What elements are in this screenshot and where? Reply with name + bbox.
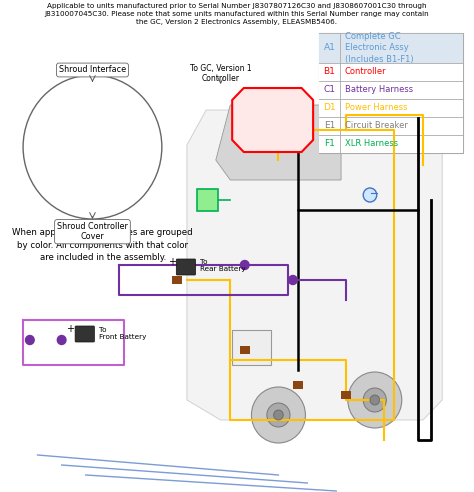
Text: To GC, Version 1
Controller: To GC, Version 1 Controller — [190, 64, 251, 84]
Text: XLR Harness: XLR Harness — [345, 140, 398, 149]
Text: A1: A1 — [324, 43, 336, 53]
Text: Shroud Interface: Shroud Interface — [59, 65, 126, 74]
FancyBboxPatch shape — [319, 81, 464, 99]
Polygon shape — [232, 88, 313, 152]
Circle shape — [363, 188, 377, 202]
Circle shape — [251, 387, 305, 443]
Text: Shroud Controller
Cover: Shroud Controller Cover — [57, 222, 128, 242]
Circle shape — [240, 260, 249, 270]
Text: To
Front Battery: To Front Battery — [99, 327, 146, 339]
Text: Controller: Controller — [345, 67, 386, 76]
Circle shape — [370, 395, 380, 405]
FancyBboxPatch shape — [176, 259, 196, 275]
Text: When applicable, assemblies are grouped
by color. All components with that color: When applicable, assemblies are grouped … — [12, 228, 193, 262]
Text: B1: B1 — [324, 67, 336, 76]
Circle shape — [289, 276, 297, 284]
FancyBboxPatch shape — [240, 346, 249, 354]
Text: Circuit Breaker: Circuit Breaker — [345, 122, 408, 130]
Text: +: + — [66, 324, 74, 334]
FancyBboxPatch shape — [319, 99, 464, 117]
FancyBboxPatch shape — [232, 330, 271, 365]
FancyBboxPatch shape — [319, 63, 464, 81]
FancyBboxPatch shape — [319, 117, 464, 135]
Text: E1: E1 — [324, 122, 335, 130]
Circle shape — [363, 388, 386, 412]
Circle shape — [57, 336, 66, 344]
FancyBboxPatch shape — [319, 135, 464, 153]
Text: Power Harness: Power Harness — [345, 103, 408, 113]
FancyBboxPatch shape — [319, 33, 464, 153]
Circle shape — [182, 260, 191, 270]
FancyBboxPatch shape — [75, 326, 94, 342]
Text: C1: C1 — [323, 86, 336, 94]
Text: Battery Harness: Battery Harness — [345, 86, 413, 94]
Text: Applicable to units manufactured prior to Serial Number J8307807126C30 and J8308: Applicable to units manufactured prior t… — [45, 3, 429, 25]
Circle shape — [273, 410, 283, 420]
FancyBboxPatch shape — [293, 381, 302, 389]
FancyBboxPatch shape — [341, 391, 351, 399]
Text: F1: F1 — [324, 140, 335, 149]
Text: Complete GC
Electronic Assy
(Includes B1-F1): Complete GC Electronic Assy (Includes B1… — [345, 32, 413, 63]
Text: +: + — [168, 257, 176, 267]
Polygon shape — [216, 105, 341, 180]
FancyBboxPatch shape — [197, 189, 218, 211]
Polygon shape — [187, 110, 442, 420]
FancyBboxPatch shape — [319, 33, 464, 63]
Circle shape — [26, 336, 34, 344]
Circle shape — [267, 403, 290, 427]
Circle shape — [348, 372, 402, 428]
Text: To
Rear Battery: To Rear Battery — [201, 259, 246, 273]
FancyBboxPatch shape — [173, 276, 182, 284]
Text: D1: D1 — [323, 103, 336, 113]
